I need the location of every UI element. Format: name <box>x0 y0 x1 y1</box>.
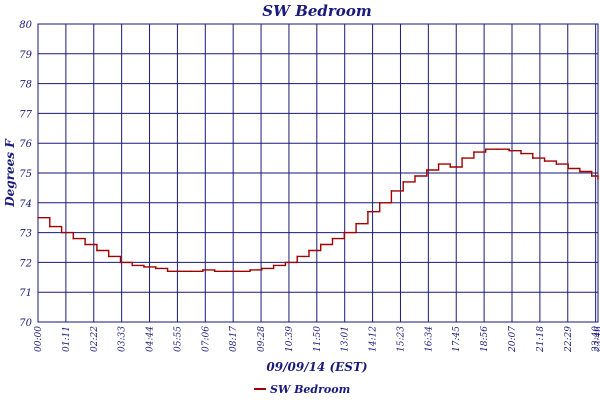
data-point <box>597 178 599 180</box>
data-point <box>166 270 169 273</box>
data-point <box>178 270 181 273</box>
x-tick-label: 23:40 <box>592 326 600 353</box>
data-point <box>319 243 322 246</box>
data-point <box>60 231 63 234</box>
data-point <box>555 163 558 165</box>
x-tick-label: 18:56 <box>480 326 490 352</box>
data-point <box>96 249 98 252</box>
data-point <box>461 157 463 159</box>
data-point <box>402 181 405 183</box>
data-point <box>355 222 357 225</box>
x-tick-label: 14:12 <box>369 326 379 352</box>
x-tick-label: 10:39 <box>285 326 295 352</box>
data-point <box>367 210 369 213</box>
x-tick-label: 03:33 <box>118 326 128 352</box>
data-point <box>119 261 122 264</box>
y-tick-label: 78 <box>19 80 32 91</box>
x-tick-label: 13:01 <box>341 326 351 352</box>
data-point <box>567 167 569 170</box>
data-point <box>296 255 299 258</box>
data-point <box>72 237 75 240</box>
chart-title: SW Bedroom <box>262 2 371 20</box>
y-tick-label: 75 <box>19 169 32 180</box>
data-point <box>508 149 511 152</box>
series-line <box>38 148 599 272</box>
y-tick-label: 80 <box>19 20 32 31</box>
data-point <box>143 266 145 268</box>
y-tick-label: 77 <box>19 109 32 120</box>
x-tick-label: 08:17 <box>229 326 239 352</box>
x-tick-label: 23:46 <box>594 326 600 353</box>
x-axis-label: 09/09/14 (EST) <box>266 360 367 374</box>
y-tick-label: 74 <box>19 199 32 210</box>
data-point <box>590 175 593 177</box>
data-point <box>155 267 157 270</box>
data-point <box>414 175 416 177</box>
data-point <box>237 270 240 273</box>
data-point <box>202 269 204 271</box>
x-tick-label: 01:11 <box>62 326 72 352</box>
data-point <box>49 225 51 228</box>
data-point <box>437 163 440 165</box>
x-tick-label: 09:28 <box>257 326 267 352</box>
series-layer <box>37 148 599 273</box>
data-point <box>484 148 487 150</box>
data-point <box>520 152 522 155</box>
data-point <box>213 270 216 273</box>
data-point <box>473 151 475 153</box>
data-point <box>261 267 263 270</box>
data-point <box>190 270 192 273</box>
data-point <box>579 170 581 173</box>
data-point <box>308 249 310 252</box>
plot-grid <box>37 23 599 323</box>
data-point <box>107 255 110 258</box>
y-tick-label: 72 <box>19 258 32 269</box>
data-point <box>390 190 393 192</box>
data-point <box>249 269 251 271</box>
x-tick-labels: 00:00 01:11 02:22 03:33 04:44 05:55 07:06 08:17… <box>34 326 600 353</box>
data-point <box>496 148 499 150</box>
x-tick-label: 00:00 <box>34 326 44 352</box>
data-point <box>84 243 86 246</box>
y-tick-label: 79 <box>19 50 32 61</box>
data-point <box>426 169 428 171</box>
x-tick-label: 02:22 <box>90 326 100 352</box>
data-point <box>343 231 346 234</box>
data-point <box>131 264 133 267</box>
data-point <box>284 261 287 264</box>
data-point <box>543 160 546 162</box>
y-tick-label: 76 <box>19 139 32 150</box>
x-tick-label: 16:34 <box>424 326 434 352</box>
x-tick-label: 11:50 <box>313 326 323 352</box>
data-point <box>378 202 381 204</box>
x-tick-label: 17:45 <box>452 326 462 352</box>
legend-entry: SW Bedroom <box>270 383 350 396</box>
data-point <box>225 270 228 273</box>
y-tick-labels: 70 71 72 73 74 75 76 77 78 79 80 <box>19 20 32 329</box>
x-tick-label: 22:29 <box>564 326 574 353</box>
legend: SW Bedroom <box>254 383 350 396</box>
data-point <box>272 264 275 267</box>
y-axis-label: Degrees F <box>3 138 17 208</box>
y-tick-label: 70 <box>19 318 32 329</box>
y-tick-label: 71 <box>19 288 32 299</box>
x-tick-label: 20:07 <box>508 326 518 353</box>
x-tick-label: 05:55 <box>173 326 183 352</box>
x-tick-label: 15:23 <box>396 326 406 352</box>
data-point <box>532 157 534 159</box>
x-tick-label: 04:44 <box>146 326 156 352</box>
y-tick-label: 73 <box>19 229 32 240</box>
data-point <box>449 166 452 168</box>
x-tick-label: 21:18 <box>536 326 546 353</box>
data-point <box>331 237 334 240</box>
data-point <box>37 216 39 219</box>
x-tick-label: 07:06 <box>201 326 211 352</box>
